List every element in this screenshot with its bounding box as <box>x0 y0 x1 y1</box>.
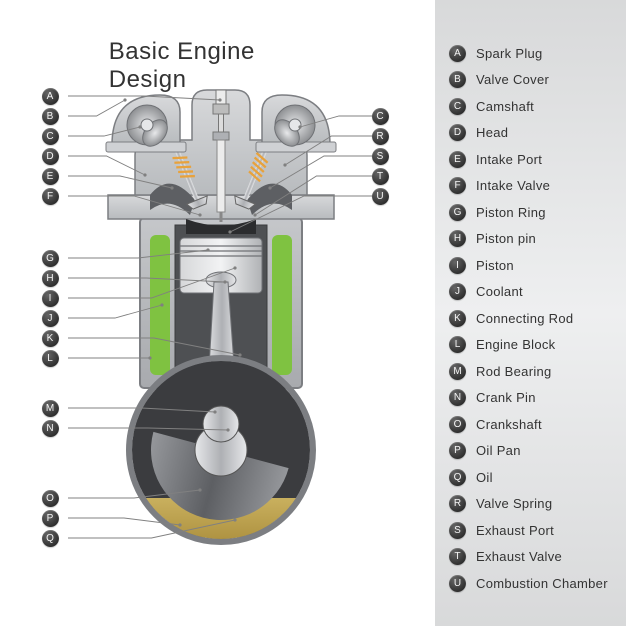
callout-badge-left: G <box>42 250 59 267</box>
diagram-panel: Basic Engine Design <box>0 0 435 626</box>
legend-badge: B <box>449 71 466 88</box>
callout-badge-right: C <box>372 108 389 125</box>
legend-label: Exhaust Port <box>476 523 554 538</box>
legend-label: Oil Pan <box>476 443 521 458</box>
legend-badge: E <box>449 151 466 168</box>
callout-badge-right: T <box>372 168 389 185</box>
callout-badge-left: C <box>42 128 59 145</box>
callout-badge-left: B <box>42 108 59 125</box>
legend-badge: S <box>449 522 466 539</box>
legend-badge: H <box>449 230 466 247</box>
legend-row: C Camshaft <box>449 93 626 120</box>
legend-badge: F <box>449 177 466 194</box>
legend-badge: Q <box>449 469 466 486</box>
legend-row: G Piston Ring <box>449 199 626 226</box>
callout-badge-left: E <box>42 168 59 185</box>
legend-label: Intake Port <box>476 152 542 167</box>
callout-badge-left: H <box>42 270 59 287</box>
callout-badge-left: O <box>42 490 59 507</box>
legend-label: Valve Spring <box>476 496 552 511</box>
legend-row: I Piston <box>449 252 626 279</box>
legend-row: L Engine Block <box>449 332 626 359</box>
legend-row: O Crankshaft <box>449 411 626 438</box>
legend-badge: M <box>449 363 466 380</box>
callout-badge-left: N <box>42 420 59 437</box>
legend-badge: L <box>449 336 466 353</box>
legend-label: Piston pin <box>476 231 536 246</box>
callout-badge-right: R <box>372 128 389 145</box>
legend-row: F Intake Valve <box>449 173 626 200</box>
legend-badge: K <box>449 310 466 327</box>
legend-badge: U <box>449 575 466 592</box>
legend-label: Engine Block <box>476 337 555 352</box>
legend-row: N Crank Pin <box>449 385 626 412</box>
callout-badge-left: M <box>42 400 59 417</box>
legend-row: P Oil Pan <box>449 438 626 465</box>
callout-badge-left: Q <box>42 530 59 547</box>
legend-badge: T <box>449 548 466 565</box>
callout-badge-right: U <box>372 188 389 205</box>
legend-badge: O <box>449 416 466 433</box>
legend-row: E Intake Port <box>449 146 626 173</box>
callout-badge-left: I <box>42 290 59 307</box>
legend-label: Rod Bearing <box>476 364 552 379</box>
callout-badge-left: J <box>42 310 59 327</box>
legend-label: Combustion Chamber <box>476 576 608 591</box>
legend-badge: C <box>449 98 466 115</box>
legend-label: Exhaust Valve <box>476 549 562 564</box>
legend-badge: J <box>449 283 466 300</box>
legend-label: Camshaft <box>476 99 534 114</box>
legend-badge: G <box>449 204 466 221</box>
legend-label: Valve Cover <box>476 72 549 87</box>
legend-row: J Coolant <box>449 279 626 306</box>
legend-label: Piston Ring <box>476 205 546 220</box>
legend-badge: P <box>449 442 466 459</box>
legend-label: Oil <box>476 470 493 485</box>
legend-label: Piston <box>476 258 514 273</box>
legend-row: S Exhaust Port <box>449 517 626 544</box>
coolant-left <box>150 235 170 375</box>
legend-row: U Combustion Chamber <box>449 570 626 597</box>
legend-badge: R <box>449 495 466 512</box>
legend-row: B Valve Cover <box>449 67 626 94</box>
callout-badge-left: A <box>42 88 59 105</box>
legend-label: Intake Valve <box>476 178 550 193</box>
legend-badge: N <box>449 389 466 406</box>
legend-row: R Valve Spring <box>449 491 626 518</box>
callout-badge-left: L <box>42 350 59 367</box>
legend-list: A Spark Plug B Valve Cover C Camshaft D Head E In… <box>449 40 626 597</box>
legend-badge: D <box>449 124 466 141</box>
legend-label: Spark Plug <box>476 46 543 61</box>
callout-badge-left: F <box>42 188 59 205</box>
legend-label: Connecting Rod <box>476 311 573 326</box>
engine-illustration <box>0 0 435 626</box>
legend-row: T Exhaust Valve <box>449 544 626 571</box>
legend-row: A Spark Plug <box>449 40 626 67</box>
legend-panel: A Spark Plug B Valve Cover C Camshaft D Head E In… <box>435 0 626 626</box>
legend-badge: A <box>449 45 466 62</box>
legend-badge: I <box>449 257 466 274</box>
legend-row: D Head <box>449 120 626 147</box>
callout-badge-left: K <box>42 330 59 347</box>
legend-label: Coolant <box>476 284 523 299</box>
callout-badge-right: S <box>372 148 389 165</box>
legend-label: Head <box>476 125 508 140</box>
legend-row: M Rod Bearing <box>449 358 626 385</box>
callout-badge-left: P <box>42 510 59 527</box>
legend-label: Crankshaft <box>476 417 542 432</box>
crank-pin <box>203 406 239 442</box>
legend-row: Q Oil <box>449 464 626 491</box>
coolant-right <box>272 235 292 375</box>
callout-badge-left: D <box>42 148 59 165</box>
legend-label: Crank Pin <box>476 390 536 405</box>
legend-row: H Piston pin <box>449 226 626 253</box>
legend-row: K Connecting Rod <box>449 305 626 332</box>
